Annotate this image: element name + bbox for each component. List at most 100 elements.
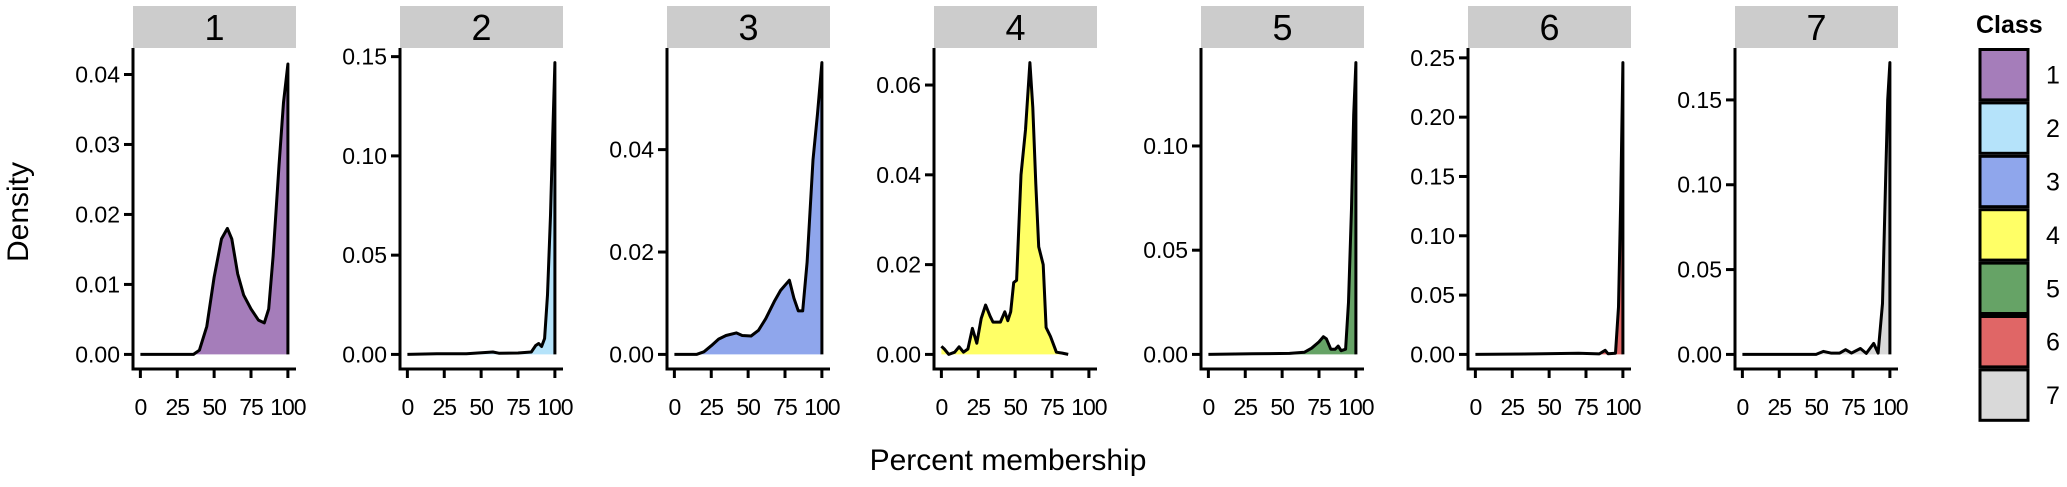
y-tick-label: 0.25 [1410, 45, 1455, 71]
x-tick-label: 75 [1841, 394, 1865, 420]
y-tick-label: 0.00 [1677, 341, 1722, 367]
density-line [674, 61, 824, 356]
x-tick-label: 50 [202, 394, 226, 420]
y-tick-label: 0.10 [1677, 172, 1722, 198]
x-tick-label: 0 [935, 394, 947, 420]
x-tick-label: 0 [1202, 394, 1214, 420]
x-tick-label: 100 [804, 394, 840, 420]
x-tick-label: 25 [966, 394, 990, 420]
x-tick-label: 100 [270, 394, 306, 420]
x-tick-label: 50 [1003, 394, 1027, 420]
legend-swatch [1978, 261, 2030, 316]
facet-strip [1201, 6, 1364, 48]
facet-strip-label: 7 [1806, 7, 1826, 48]
density-area [1208, 62, 1356, 355]
y-tick-label: 0.15 [1677, 87, 1722, 113]
y-tick-label: 0.01 [75, 271, 120, 297]
y-tick-label: 0.04 [876, 162, 921, 188]
legend-label: 3 [2046, 169, 2060, 197]
x-axis-label: Percent membership [870, 444, 1147, 477]
y-tick-label: 0.05 [342, 242, 387, 268]
y-tick-label: 0.10 [1143, 133, 1188, 159]
x-tick-label: 25 [699, 394, 723, 420]
facet-panel-3: 3 0.00 0.02 0.04 0 25 50 75 100 [609, 6, 841, 420]
density-line [140, 62, 290, 356]
density-line [407, 61, 557, 356]
legend-item-2: 2 [1978, 101, 2060, 155]
legend-item-3: 3 [1978, 154, 2060, 209]
x-tick-label: 75 [1574, 394, 1598, 420]
facet-panel-6: 6 0.00 0.05 0.10 0.15 0.20 0.25 0 25 50 75 100 [1410, 6, 1642, 420]
x-tick-label: 75 [1040, 394, 1064, 420]
density-line [940, 61, 1069, 356]
legend-label: 5 [2046, 275, 2060, 303]
facet-strip [934, 6, 1097, 48]
facet-panel-7: 7 0.00 0.05 0.10 0.15 0 25 50 75 100 [1677, 6, 1909, 420]
x-tick-label: 0 [1736, 394, 1748, 420]
x-tick-label: 0 [134, 394, 146, 420]
x-tick-label: 100 [537, 394, 573, 420]
y-tick-label: 0.15 [1410, 163, 1455, 189]
facet-strip [1468, 6, 1631, 48]
y-tick-label: 0.02 [75, 201, 120, 227]
x-tick-label: 50 [1537, 394, 1561, 420]
x-tick-label: 75 [1307, 394, 1331, 420]
density-area [674, 62, 822, 355]
legend-label: 4 [2046, 222, 2060, 250]
x-tick-label: 75 [239, 394, 263, 420]
legend-title: Class [1976, 11, 2043, 39]
x-tick-label: 100 [1605, 394, 1641, 420]
y-tick-label: 0.00 [876, 341, 921, 367]
facet-strip-label: 6 [1539, 7, 1559, 48]
y-tick-label: 0.04 [75, 61, 120, 87]
legend-swatch [1978, 315, 2030, 369]
y-tick-label: 0.02 [876, 252, 921, 278]
facets: 10.000.010.020.030.040 25 50 75 10020.000.05… [75, 6, 1909, 420]
facet-strip-label: 4 [1005, 7, 1025, 48]
x-tick-label: 50 [1270, 394, 1294, 420]
y-tick-label: 0.10 [342, 143, 387, 169]
density-line [1208, 61, 1358, 356]
legend-item-1: 1 [1978, 48, 2060, 102]
x-tick-label: 25 [1233, 394, 1257, 420]
y-tick-label: 0.00 [1143, 341, 1188, 367]
density-area [1742, 62, 1890, 355]
y-tick-label: 0.10 [1410, 223, 1455, 249]
x-tick-label: 100 [1338, 394, 1374, 420]
legend-swatch [1978, 101, 2030, 155]
x-tick-label: 100 [1071, 394, 1107, 420]
y-tick-label: 0.05 [1143, 237, 1188, 263]
x-tick-label: 25 [432, 394, 456, 420]
density-area [941, 62, 1069, 355]
facet-panel-5: 5 0.00 0.05 0.10 0 25 50 75 100 [1143, 6, 1375, 420]
x-tick-label: 25 [1767, 394, 1791, 420]
x-tick-label: 25 [165, 394, 189, 420]
density-line [1475, 61, 1625, 356]
legend-item-6: 6 [1978, 315, 2060, 369]
y-tick-label: 0.00 [342, 341, 387, 367]
x-tick-label: 0 [1469, 394, 1481, 420]
facet-strip-label: 3 [738, 7, 758, 48]
y-tick-label: 0.20 [1410, 104, 1455, 130]
y-tick-label: 0.05 [1677, 257, 1722, 283]
x-tick-label: 75 [773, 394, 797, 420]
y-axis-label: Density [2, 162, 35, 262]
y-tick-label: 0.03 [75, 131, 120, 157]
x-tick-label: 25 [1500, 394, 1524, 420]
legend-swatch [1978, 48, 2030, 102]
legend-swatch [1978, 208, 2030, 262]
x-tick-label: 50 [1804, 394, 1828, 420]
legend-item-5: 5 [1978, 261, 2060, 316]
y-tick-label: 0.05 [1410, 282, 1455, 308]
y-tick-label: 0.00 [609, 341, 654, 367]
x-tick-label: 100 [1872, 394, 1908, 420]
legend-label: 1 [2046, 62, 2060, 90]
legend-label: 7 [2046, 382, 2060, 410]
facet-panel-4: 4 0.00 0.02 0.04 0.06 0 25 50 75 100 [876, 6, 1108, 420]
facet-strip-label: 5 [1272, 7, 1292, 48]
x-tick-label: 50 [469, 394, 493, 420]
legend-label: 2 [2046, 115, 2060, 143]
density-area [1475, 62, 1623, 355]
y-tick-label: 0.02 [609, 239, 654, 265]
